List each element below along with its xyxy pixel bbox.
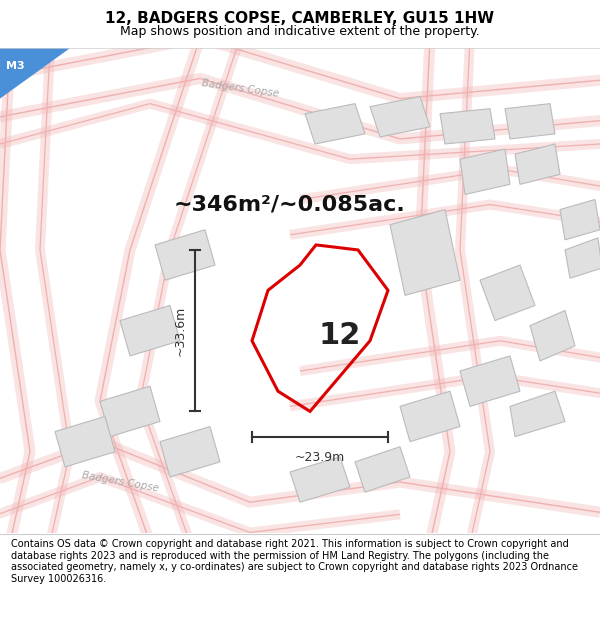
Text: 12, BADGERS COPSE, CAMBERLEY, GU15 1HW: 12, BADGERS COPSE, CAMBERLEY, GU15 1HW — [106, 11, 494, 26]
Text: Map shows position and indicative extent of the property.: Map shows position and indicative extent… — [120, 24, 480, 38]
Polygon shape — [480, 265, 535, 321]
Polygon shape — [560, 199, 600, 240]
Polygon shape — [515, 144, 560, 184]
Polygon shape — [370, 96, 430, 137]
Text: 12: 12 — [319, 321, 361, 350]
Text: ~346m²/~0.085ac.: ~346m²/~0.085ac. — [174, 194, 406, 214]
Polygon shape — [460, 149, 510, 194]
Polygon shape — [0, 48, 70, 99]
Polygon shape — [305, 104, 365, 144]
Polygon shape — [460, 356, 520, 406]
Polygon shape — [355, 447, 410, 492]
Text: ~23.9m: ~23.9m — [295, 451, 345, 464]
Polygon shape — [530, 311, 575, 361]
Polygon shape — [290, 457, 350, 503]
Polygon shape — [390, 209, 460, 296]
Polygon shape — [120, 306, 180, 356]
Polygon shape — [155, 230, 215, 280]
Text: Badgers Copse: Badgers Copse — [81, 471, 159, 494]
Polygon shape — [160, 426, 220, 477]
Polygon shape — [100, 386, 160, 437]
Polygon shape — [505, 104, 555, 139]
Text: Badgers Copse: Badgers Copse — [200, 78, 280, 99]
Text: M3: M3 — [5, 61, 25, 71]
Text: ~33.6m: ~33.6m — [174, 306, 187, 356]
Polygon shape — [440, 109, 495, 144]
Polygon shape — [510, 391, 565, 437]
Polygon shape — [55, 416, 115, 467]
Polygon shape — [400, 391, 460, 442]
Polygon shape — [565, 238, 600, 278]
Text: Contains OS data © Crown copyright and database right 2021. This information is : Contains OS data © Crown copyright and d… — [11, 539, 578, 584]
